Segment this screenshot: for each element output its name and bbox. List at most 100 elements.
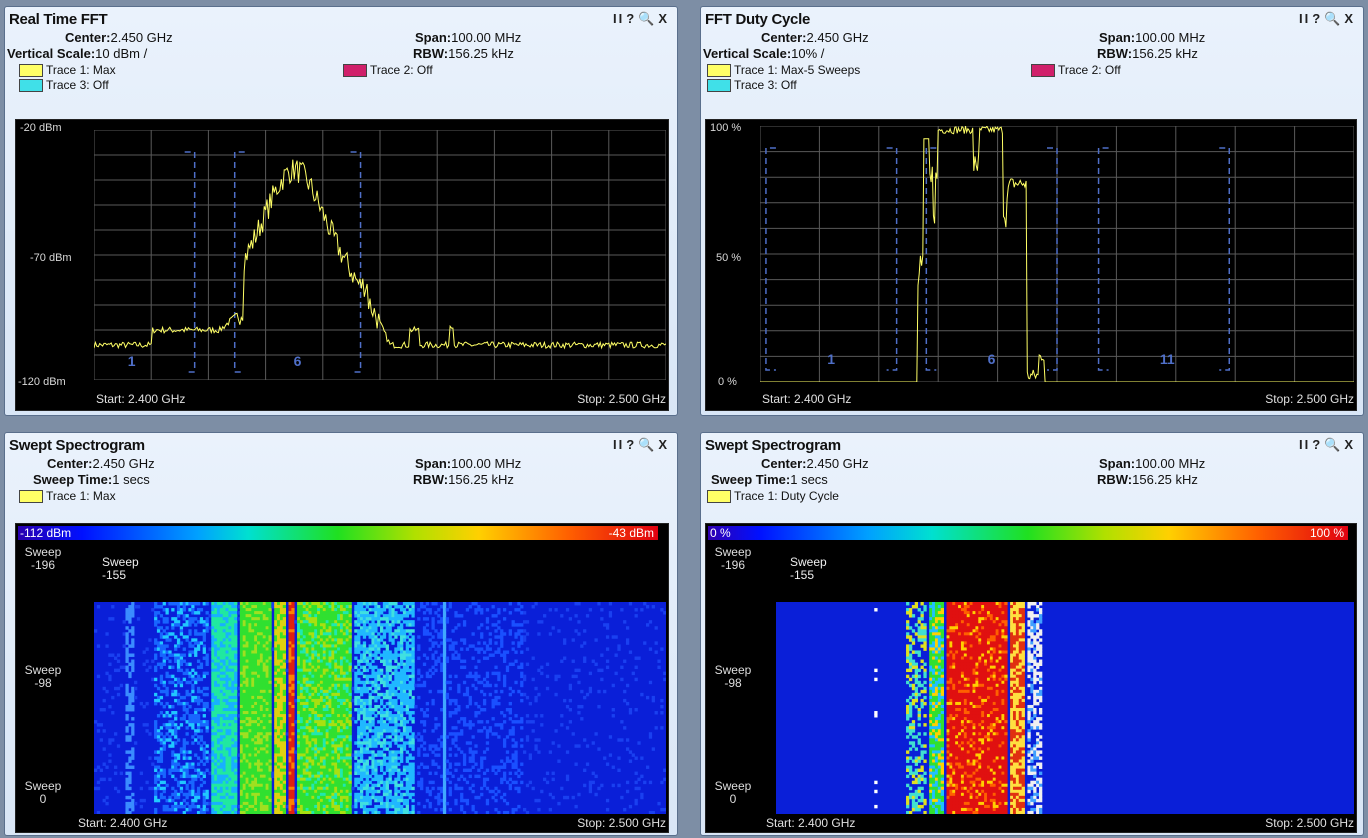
spectrogram-cell bbox=[202, 656, 206, 660]
spectrogram-cell bbox=[259, 680, 264, 685]
spectrogram-cell bbox=[262, 711, 266, 715]
spectrogram-cell bbox=[328, 662, 332, 666]
legend-trace-2[interactable]: Trace 2: Off bbox=[343, 63, 433, 77]
legend-trace-2[interactable]: Trace 2: Off bbox=[1031, 63, 1121, 77]
close-icon[interactable]: X bbox=[658, 437, 669, 452]
spectrogram-cell bbox=[259, 686, 264, 691]
spectrogram-cell bbox=[259, 653, 264, 657]
spectrogram-cell bbox=[196, 701, 201, 706]
spectrogram-cell bbox=[400, 756, 404, 760]
spectrogram-cell bbox=[94, 768, 98, 772]
spectrogram-cell bbox=[391, 620, 395, 624]
legend-trace-1[interactable]: Trace 1: Max bbox=[19, 63, 116, 77]
spectrogram-cell bbox=[325, 738, 329, 742]
spectrogram-cell bbox=[400, 629, 404, 633]
spectrogram-cell bbox=[391, 701, 395, 706]
spectrogram-cell bbox=[385, 620, 389, 624]
spectrogram-cell bbox=[214, 783, 218, 788]
close-icon[interactable]: X bbox=[658, 11, 669, 26]
spectrogram-cell bbox=[248, 617, 252, 621]
spectrogram-cell bbox=[248, 683, 252, 688]
zoom-icon[interactable]: 🔍 bbox=[638, 11, 657, 26]
spectrogram-cell bbox=[328, 611, 332, 615]
spectrogram-cell bbox=[397, 692, 401, 697]
spectrogram-cell bbox=[159, 786, 164, 791]
spectrogram-cell bbox=[191, 780, 195, 785]
spectrogram-cell bbox=[397, 653, 401, 657]
close-icon[interactable]: X bbox=[1344, 11, 1355, 26]
spectrogram-cell bbox=[345, 644, 349, 648]
spectrogram-cell bbox=[325, 623, 329, 627]
zoom-icon[interactable]: 🔍 bbox=[638, 437, 657, 452]
spectrogram-cell bbox=[259, 620, 264, 624]
spectrogram-cell bbox=[391, 717, 395, 721]
spectrogram-cell bbox=[219, 756, 224, 760]
spectrogram-cell bbox=[322, 608, 327, 612]
spectrogram-cell bbox=[339, 756, 344, 760]
spectrogram-cell bbox=[348, 738, 352, 742]
spectrogram-cell bbox=[194, 695, 198, 700]
spectrogram-cell bbox=[268, 650, 272, 654]
spectrogram-cell bbox=[165, 656, 169, 660]
pause-icon[interactable]: II bbox=[612, 437, 625, 452]
spectrogram-cell bbox=[214, 677, 218, 682]
zoom-icon[interactable]: 🔍 bbox=[1324, 11, 1343, 26]
spectrogram-cell bbox=[331, 747, 335, 751]
help-icon[interactable]: ? bbox=[626, 437, 637, 452]
spectrogram-cell bbox=[308, 738, 312, 742]
spectrogram-cell bbox=[317, 708, 321, 712]
spectrogram-cell bbox=[345, 723, 349, 727]
spectrogram-cell bbox=[156, 771, 161, 776]
spectrogram-area[interactable]: -112 dBm -43 dBm Sweep -196 Sweep -98 Sw… bbox=[15, 523, 669, 833]
spectrogram-cell bbox=[219, 704, 224, 709]
spectrogram-cell bbox=[105, 689, 109, 694]
spectrogram-cell bbox=[128, 698, 132, 703]
duty-cycle-plot-area[interactable]: 100 % 50 % 0 % 1 6 11 Start: 2.400 GHz Sto… bbox=[705, 119, 1357, 411]
spectrogram-cell bbox=[154, 777, 158, 782]
spectrogram-cell bbox=[357, 698, 361, 703]
spectrogram-cell bbox=[168, 720, 172, 724]
spectrogram-cell bbox=[308, 701, 312, 706]
color-scale-bar[interactable]: -112 dBm -43 dBm bbox=[18, 526, 658, 540]
spectrogram-cell bbox=[128, 771, 132, 776]
pause-icon[interactable]: II bbox=[1298, 11, 1311, 26]
spectrogram-cell bbox=[188, 671, 192, 676]
legend-trace-1[interactable]: Trace 1: Max-5 Sweeps bbox=[707, 63, 860, 77]
help-icon[interactable]: ? bbox=[626, 11, 637, 26]
spectrogram-cell bbox=[219, 671, 224, 676]
legend-trace-1[interactable]: Trace 1: Max bbox=[19, 489, 116, 503]
spectrogram-cell bbox=[365, 629, 369, 633]
spectrogram-cell bbox=[225, 692, 229, 697]
spectrogram-cell bbox=[297, 711, 301, 715]
spectrogram-cell bbox=[168, 726, 172, 730]
spectrogram-cell bbox=[274, 759, 278, 763]
spectrogram-cell bbox=[196, 674, 201, 679]
spectrogram-cell bbox=[380, 714, 384, 718]
spectrogram-cell bbox=[400, 638, 404, 642]
spectrogram-cell bbox=[165, 626, 169, 630]
spectrogram-cell bbox=[277, 759, 281, 763]
spectrogram-cell bbox=[228, 729, 232, 733]
legend-trace-3[interactable]: Trace 3: Off bbox=[19, 78, 109, 92]
spectrogram-cell bbox=[191, 726, 195, 730]
spectrogram-cell bbox=[385, 789, 389, 794]
spectrogram-cell bbox=[391, 686, 395, 691]
spectrogram-cell bbox=[374, 683, 378, 688]
spectrogram-cell bbox=[394, 759, 398, 763]
spectrogram-cell bbox=[339, 698, 344, 703]
spectrogram-cell bbox=[385, 786, 389, 791]
spectrogram-cell bbox=[131, 605, 135, 609]
pause-icon[interactable]: II bbox=[612, 11, 625, 26]
spectrogram-cell bbox=[214, 777, 218, 782]
legend-trace-3[interactable]: Trace 3: Off bbox=[707, 78, 797, 92]
spectrogram-cell bbox=[248, 732, 252, 736]
spectrogram-cell bbox=[279, 792, 284, 797]
spectrogram-cell bbox=[265, 741, 269, 745]
spectrogram-cell bbox=[377, 617, 381, 621]
spectrogram-cell bbox=[308, 810, 312, 814]
spectrogram-cell bbox=[314, 789, 318, 794]
spectrogram-cell bbox=[277, 732, 281, 736]
help-icon[interactable]: ? bbox=[1312, 11, 1323, 26]
spectrogram-cell bbox=[371, 786, 375, 791]
